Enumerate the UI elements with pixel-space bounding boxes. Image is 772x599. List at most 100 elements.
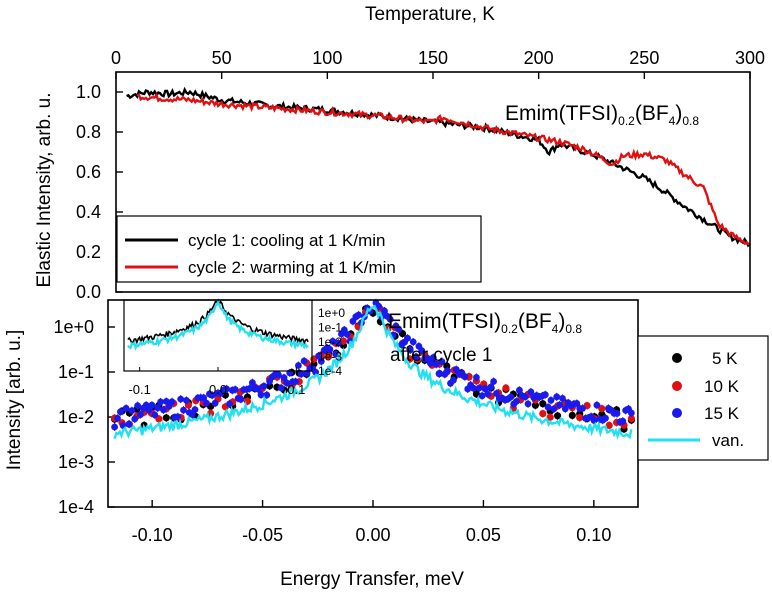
top-x-tick-label: 100: [312, 48, 342, 68]
bottom-point-15k: [128, 407, 136, 414]
bottom-point-15k: [231, 386, 239, 393]
legend-label-15k: 15 K: [704, 404, 740, 423]
bottom-point-15k: [332, 350, 340, 358]
top-y-tick-label: 0.4: [76, 202, 101, 222]
bottom-point-15k: [168, 398, 176, 406]
bottom-point-15k: [283, 379, 291, 387]
bottom-point-15k: [507, 393, 515, 401]
bottom-legend: 5 K 10 K 15 K van.: [637, 335, 769, 461]
top-series: [126, 86, 751, 248]
bottom-point-15k: [257, 391, 265, 399]
bottom-point-15k: [117, 408, 124, 416]
bottom-point-15k: [154, 404, 162, 412]
bottom-point-15k: [277, 384, 285, 392]
bottom-point-15k: [619, 417, 627, 425]
bottom-point-15k: [226, 400, 233, 408]
bottom-point-15k: [593, 401, 601, 409]
top-panel-title: Emim(TFSI)0.2(BF4)0.8: [505, 102, 699, 128]
bottom-y-ticks: 1e-4 1e-3 1e-2 1e-1 1e+0: [53, 317, 115, 517]
bottom-point-10k: [605, 421, 613, 429]
bottom-point-15k: [429, 354, 437, 361]
bottom-point-15k: [160, 406, 167, 414]
bottom-x-tick-label: 0.05: [466, 525, 501, 545]
bottom-point-15k: [470, 384, 477, 392]
bottom-point-15k: [343, 331, 351, 338]
bottom-point-15k: [395, 326, 403, 333]
bottom-point-15k: [409, 338, 417, 346]
bottom-point-15k: [590, 417, 598, 424]
bottom-point-15k: [513, 398, 520, 405]
bottom-point-15k: [335, 339, 342, 347]
top-x-axis-label: Temperature, K: [365, 4, 495, 25]
bottom-point-15k: [418, 347, 426, 355]
top-x-tick-label: 200: [524, 48, 554, 68]
bottom-point-15k: [559, 395, 566, 402]
legend-marker-10k: [672, 381, 682, 391]
bottom-point-15k: [326, 346, 334, 353]
bottom-y-tick-label: 1e-2: [58, 407, 94, 427]
bottom-point-15k: [177, 395, 185, 403]
top-y-tick-label: 0.8: [76, 122, 101, 142]
bottom-point-15k: [180, 406, 187, 414]
bottom-point-15k: [481, 385, 489, 393]
bottom-y-tick-label: 1e-3: [58, 452, 94, 472]
bottom-point-15k: [157, 398, 165, 406]
bottom-point-15k: [137, 411, 144, 418]
bottom-point-15k: [490, 378, 497, 385]
bottom-x-ticks: -0.10 -0.05 0.00 0.05 0.10: [132, 500, 611, 545]
bottom-point-15k: [547, 396, 555, 404]
inset: -0.1 0.0 0.1 1e+01e-11e-21e-31e-4: [123, 298, 345, 397]
bottom-point-15k: [628, 409, 635, 417]
legend-label-5k: 5 K: [712, 349, 738, 368]
bottom-point-15k: [114, 414, 121, 422]
inset-x-tick-label: 0.0: [209, 382, 227, 397]
bottom-point-15k: [527, 388, 535, 396]
bottom-point-15k: [208, 391, 216, 399]
inset-x-tick-label: 0.1: [287, 382, 305, 397]
bottom-point-10k: [576, 414, 584, 422]
inset-y-tick-label: 1e-4: [318, 364, 342, 378]
inset-y-ticks: 1e+01e-11e-21e-31e-4: [318, 306, 345, 378]
bottom-point-15k: [260, 382, 268, 390]
bottom-point-15k: [125, 420, 133, 428]
top-x-tick-label: 150: [418, 48, 448, 68]
bottom-point-15k: [315, 352, 322, 360]
bottom-point-15k: [188, 411, 196, 418]
inset-y-tick-label: 1e-1: [318, 321, 342, 335]
bottom-point-15k: [544, 403, 552, 411]
inset-x-tick-label: -0.1: [128, 382, 150, 397]
bottom-point-15k: [450, 376, 457, 384]
bottom-point-15k: [280, 374, 288, 382]
bottom-point-15k: [237, 395, 245, 403]
bottom-point-15k: [131, 415, 139, 423]
bottom-y-tick-label: 1e-1: [58, 362, 94, 382]
bottom-x-tick-label: -0.05: [242, 525, 283, 545]
bottom-point-10k: [598, 405, 606, 413]
top-y-tick-label: 0.0: [76, 282, 101, 302]
top-plot-frame: [115, 71, 751, 293]
bottom-point-15k: [246, 385, 254, 392]
bottom-point-15k: [386, 315, 394, 323]
bottom-point-15k: [553, 393, 561, 401]
inset-x-ticks: -0.1 0.0 0.1: [128, 367, 305, 397]
bottom-point-15k: [134, 402, 142, 409]
bottom-point-5k: [539, 400, 547, 408]
bottom-point-10k: [627, 415, 636, 423]
top-legend: cycle 1: cooling at 1 K/min cycle 2: war…: [116, 215, 482, 283]
bottom-point-15k: [142, 401, 150, 409]
bottom-point-15k: [274, 371, 282, 379]
bottom-point-15k: [541, 391, 549, 399]
bottom-point-5k: [162, 414, 170, 422]
bottom-point-15k: [473, 374, 480, 381]
bottom-x-axis-label: Energy Transfer, meV: [280, 569, 464, 590]
bottom-point-15k: [317, 358, 325, 365]
bottom-x-tick-label: 0.00: [355, 525, 390, 545]
bottom-point-15k: [254, 385, 262, 393]
bottom-point-15k: [183, 397, 190, 404]
bottom-point-15k: [424, 354, 431, 362]
bottom-point-15k: [475, 384, 483, 392]
inset-y-tick-label: 1e-2: [318, 335, 342, 349]
bottom-point-15k: [355, 311, 362, 319]
bottom-point-15k: [444, 367, 451, 375]
